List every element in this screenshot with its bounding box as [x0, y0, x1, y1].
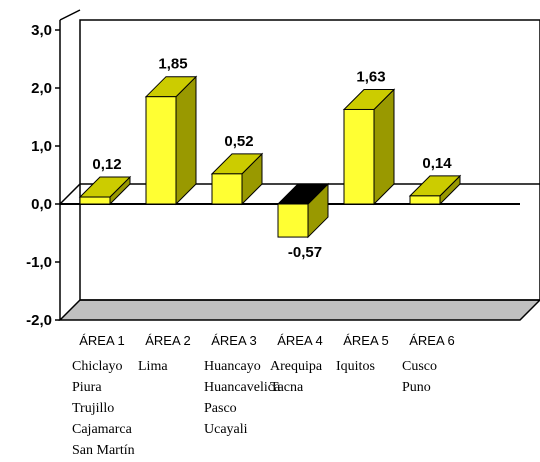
city-labels: Chiclayo Piura Trujillo Cajamarca San Martín… [72, 359, 437, 458]
city-label: Pasco [204, 401, 237, 416]
data-label: 1,63 [356, 68, 385, 85]
city-label: Lima [138, 359, 168, 374]
y-tick-label: 1,0 [31, 138, 52, 155]
city-label: Huancayo [204, 359, 261, 374]
city-label: Cusco [402, 359, 437, 374]
bar-3 [210, 152, 264, 206]
city-label: Chiclayo [72, 359, 123, 374]
bar-4 [276, 182, 330, 239]
y-tick-label: 3,0 [31, 22, 52, 39]
city-label: Ucayali [204, 422, 248, 437]
data-label: 1,85 [158, 56, 187, 73]
bars [78, 75, 462, 239]
bar-front [79, 196, 111, 205]
chart-floor [58, 299, 540, 321]
bar-2 [144, 75, 198, 206]
bar-front [409, 195, 441, 205]
city-label: Tacna [270, 380, 304, 395]
bar-6 [408, 174, 462, 206]
chart-frame [58, 9, 540, 321]
category-label: ÁREA 1 [79, 333, 125, 348]
city-label: Trujillo [72, 401, 114, 416]
city-label: Piura [72, 380, 102, 395]
bar-front [145, 96, 177, 205]
city-label: Huancavelica [204, 380, 281, 395]
y-tick-label: -2,0 [26, 312, 52, 329]
city-label: Puno [402, 380, 431, 395]
bar-side [175, 75, 197, 206]
bar-1 [78, 175, 132, 206]
y-axis-ticks: 3,0 2,0 1,0 0,0 -1,0 -2,0 [26, 22, 60, 329]
city-label: Cajamarca [72, 422, 133, 437]
data-label: 0,12 [92, 156, 121, 173]
category-label: ÁREA 2 [145, 333, 191, 348]
category-label: ÁREA 5 [343, 333, 389, 348]
category-label: ÁREA 4 [277, 333, 323, 348]
y-tick-label: 2,0 [31, 80, 52, 97]
data-label: -0,57 [288, 244, 322, 261]
data-labels: 0,12 1,85 0,52 -0,57 1,63 0,14 [92, 56, 452, 261]
side-wall-top-edge [59, 9, 81, 21]
bar-front [211, 173, 243, 205]
category-label: ÁREA 6 [409, 333, 455, 348]
data-label: 0,52 [224, 133, 253, 150]
category-labels: ÁREA 1 ÁREA 2 ÁREA 3 ÁREA 4 ÁREA 5 ÁREA 6 [79, 333, 455, 348]
bar-front [343, 108, 375, 205]
y-tick-label: 0,0 [31, 196, 52, 213]
back-wall [79, 19, 540, 301]
category-label: ÁREA 3 [211, 333, 257, 348]
data-label: 0,14 [422, 155, 452, 172]
city-label: Arequipa [270, 359, 323, 374]
y-tick-label: -1,0 [26, 254, 52, 271]
bar-5 [342, 88, 396, 206]
city-label: Iquitos [336, 359, 375, 374]
city-label: San Martín [72, 443, 135, 458]
bar-front [277, 203, 309, 238]
